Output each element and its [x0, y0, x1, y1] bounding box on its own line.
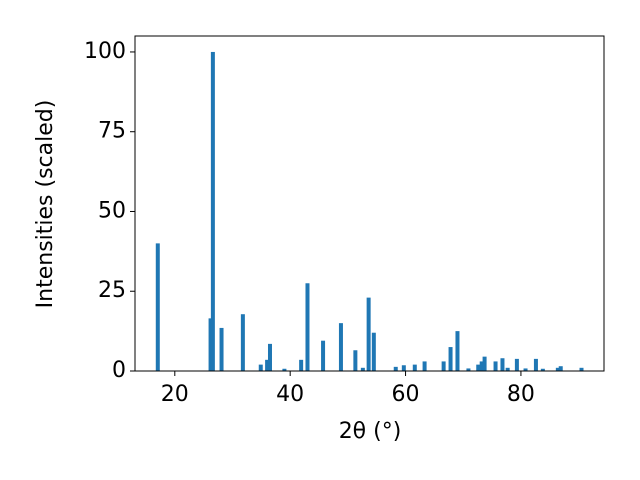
x-tick-label: 40: [276, 382, 304, 407]
bar: [219, 327, 224, 371]
bar: [514, 358, 519, 371]
bar: [523, 368, 528, 371]
bar: [455, 331, 460, 371]
bar: [476, 364, 481, 371]
x-tick-label: 80: [507, 382, 535, 407]
plot-frame: [134, 35, 605, 372]
y-tick-label: 75: [98, 119, 126, 144]
bar: [305, 283, 310, 371]
x-tick-label: 60: [392, 382, 420, 407]
bar: [240, 314, 245, 371]
bar: [533, 358, 538, 371]
bar: [505, 367, 510, 371]
bar: [299, 359, 304, 371]
y-tick-label: 100: [84, 39, 126, 64]
bar: [282, 368, 287, 371]
bar: [540, 368, 545, 371]
bar: [258, 364, 263, 371]
bar: [155, 243, 160, 371]
bar: [393, 366, 398, 371]
bar: [208, 318, 213, 371]
bar: [500, 358, 505, 371]
y-tick-label: 25: [98, 278, 126, 303]
y-tick-label: 50: [98, 198, 126, 223]
bar: [360, 367, 365, 371]
bar: [353, 350, 358, 371]
bar: [558, 366, 563, 371]
bar: [366, 297, 371, 371]
bar: [412, 364, 417, 371]
bar: [482, 356, 487, 371]
bar: [338, 323, 343, 371]
bar: [321, 340, 326, 371]
bar: [555, 367, 560, 371]
bar: [401, 365, 406, 371]
x-axis-label: 2θ (°): [339, 419, 402, 444]
bar: [579, 367, 584, 371]
bar: [267, 343, 272, 371]
bar: [441, 361, 446, 371]
bar: [371, 332, 376, 371]
bar: [448, 347, 453, 371]
y-tick-label: 0: [112, 358, 126, 383]
y-axis-label: Intensities (scaled): [33, 100, 58, 309]
bar: [493, 361, 498, 371]
bar: [466, 368, 471, 371]
bar: [265, 359, 270, 371]
bar: [422, 361, 427, 371]
x-tick-label: 20: [161, 382, 189, 407]
bar: [210, 51, 215, 371]
bar: [479, 361, 484, 371]
